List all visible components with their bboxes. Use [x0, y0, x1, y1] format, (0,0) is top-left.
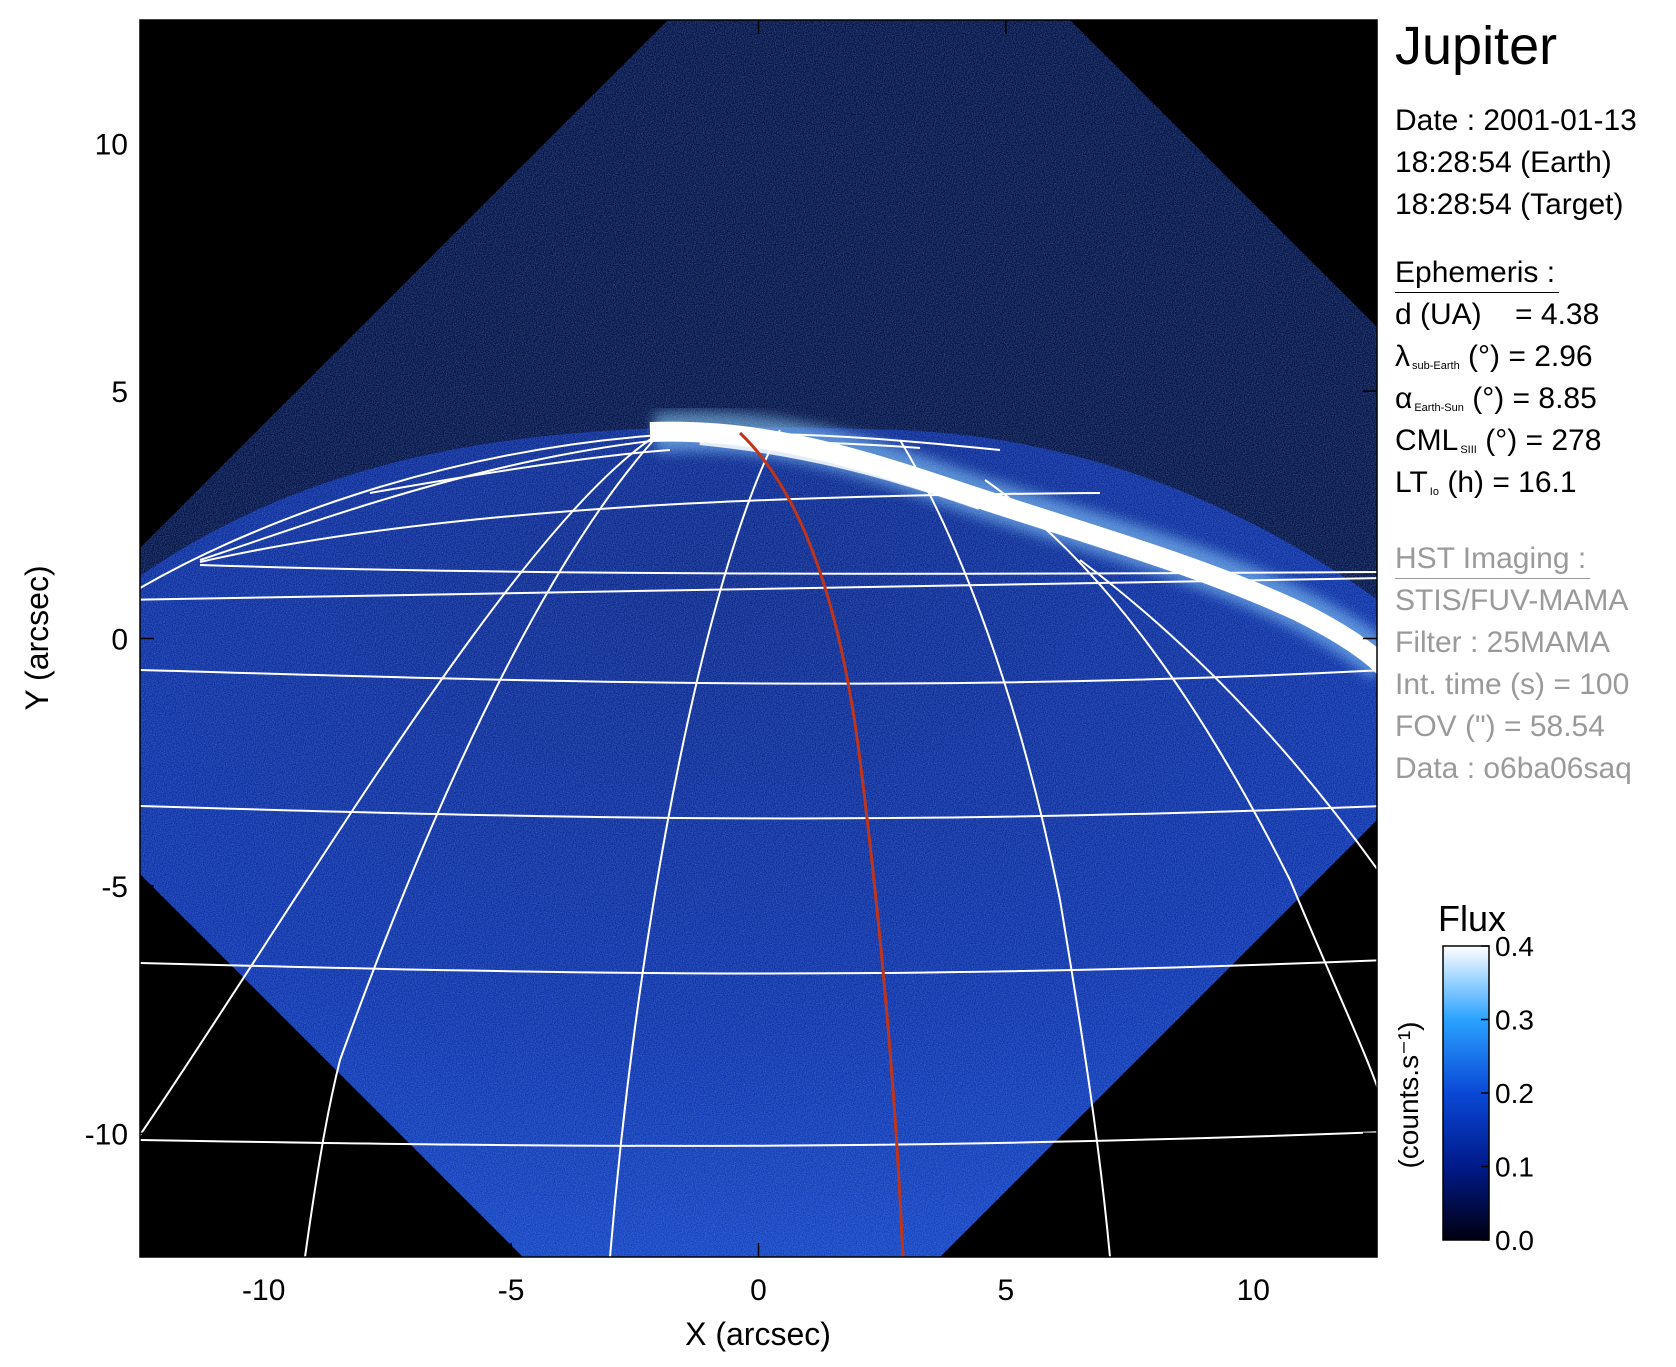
- y-ticks: 10 5 0 -5 -10: [85, 129, 1377, 1151]
- int-time-line: Int. time (s) = 100: [1395, 668, 1630, 701]
- earth-time-line: 18:28:54 (Earth): [1395, 146, 1612, 179]
- colorbar-tick-label: 0.4: [1495, 931, 1534, 962]
- y-tick-label: 0: [111, 624, 128, 657]
- x-tick-label: 0: [750, 1274, 767, 1307]
- x-tick-label: 5: [998, 1274, 1015, 1307]
- cml-line: CML SIII (°) = 278: [1395, 424, 1602, 457]
- colorbar-tick-label: 0.3: [1495, 1005, 1534, 1036]
- data-id-line: Data : o6ba06saq: [1395, 752, 1632, 785]
- hst-header: HST Imaging :: [1395, 540, 1591, 579]
- y-tick-label: -5: [101, 871, 128, 904]
- ephemeris-header: Ephemeris :: [1395, 254, 1560, 293]
- colorbar-tick-label: 0.2: [1495, 1078, 1534, 1109]
- instrument-line: STIS/FUV-MAMA: [1395, 584, 1629, 617]
- hst-block: HST Imaging : STIS/FUV-MAMA Filter : 25M…: [1395, 538, 1632, 790]
- filter-line: Filter : 25MAMA: [1395, 626, 1611, 659]
- colorbar-tick-label: 0.1: [1495, 1152, 1534, 1183]
- date-block: Date : 2001-01-13 18:28:54 (Earth) 18:28…: [1395, 100, 1637, 226]
- target-title: Jupiter: [1395, 16, 1558, 76]
- colorbar: Flux 0.4 0.3 0.2 0.1 0.0 (counts.s⁻¹): [1393, 898, 1534, 1256]
- distance-line: d (UA) = 4.38: [1395, 298, 1600, 331]
- fov-line: FOV (") = 58.54: [1395, 710, 1605, 743]
- colorbar-tick-label: 0.0: [1495, 1225, 1534, 1256]
- latlon-grid: [140, 429, 1377, 1257]
- sub-earth-longitude-line: λ sub-Earth (°) = 2.96: [1395, 340, 1593, 373]
- x-tick-label: -10: [242, 1274, 285, 1307]
- io-local-time-line: LT Io (h) = 16.1: [1395, 466, 1577, 499]
- phase-angle-line: α Earth-Sun (°) = 8.85: [1395, 382, 1597, 415]
- colorbar-ticks: 0.4 0.3 0.2 0.1 0.0: [1481, 931, 1534, 1256]
- y-tick-label: 10: [95, 129, 128, 162]
- y-tick-label: -10: [85, 1118, 128, 1151]
- x-ticks: -10 -5 0 5 10: [242, 20, 1270, 1307]
- date-line: Date : 2001-01-13: [1395, 104, 1637, 137]
- target-time-line: 18:28:54 (Target): [1395, 188, 1624, 221]
- x-tick-label: -5: [498, 1274, 525, 1307]
- y-tick-label: 5: [111, 376, 128, 409]
- ephemeris-block: Ephemeris : d (UA) = 4.38 λ sub-Earth (°)…: [1395, 252, 1601, 504]
- central-meridian-line: [738, 431, 905, 1257]
- x-axis-label: X (arcsec): [685, 1316, 831, 1352]
- x-tick-label: 10: [1237, 1274, 1270, 1307]
- colorbar-unit-label: (counts.s⁻¹): [1393, 1021, 1424, 1168]
- y-axis-label: Y (arcsec): [19, 565, 55, 710]
- colorbar-title: Flux: [1438, 898, 1506, 939]
